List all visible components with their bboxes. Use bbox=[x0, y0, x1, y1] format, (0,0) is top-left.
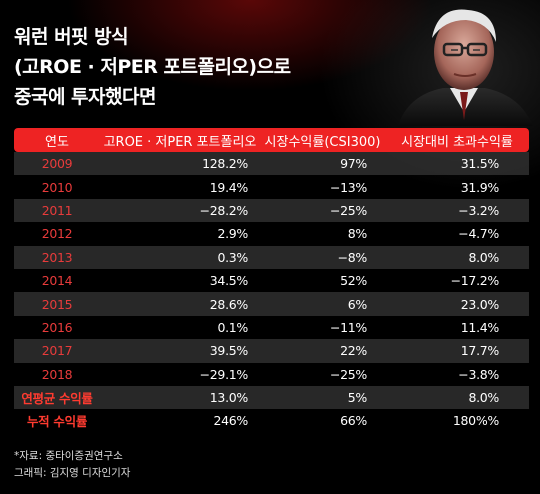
row-portfolio-return: 34.5% bbox=[209, 273, 249, 289]
headline: 워런 버핏 방식 (고ROE · 저PER 포트폴리오)으로 중국에 투자했다면 bbox=[14, 22, 374, 112]
row-market-return: 6% bbox=[347, 296, 368, 312]
table-row: 2010 19.4% −13% 31.9% bbox=[14, 175, 529, 198]
headline-line-2: (고ROE · 저PER 포트폴리오)으로 bbox=[14, 56, 291, 78]
row-market-return: −25% bbox=[329, 202, 367, 218]
row-excess-return: 23.0% bbox=[460, 296, 500, 312]
table-row: 2013 0.3% −8% 8.0% bbox=[14, 245, 529, 269]
table-row: 2015 28.6% 6% 23.0% bbox=[14, 292, 529, 316]
table-row: 2011 −28.2% −25% −3.2% bbox=[14, 198, 529, 223]
portrait-photo bbox=[398, 9, 533, 126]
table-row: 2012 2.9% 8% −4.7% bbox=[14, 222, 529, 245]
row-excess-return: 17.7% bbox=[460, 343, 500, 359]
table-row: 2017 39.5% 22% 17.7% bbox=[14, 339, 529, 363]
row-excess-return: −3.2% bbox=[458, 202, 499, 218]
row-excess-return: −17.2% bbox=[450, 273, 500, 289]
table-row: 2009 128.2% 97% 31.5% bbox=[14, 152, 529, 176]
row-excess-return: 8.0% bbox=[468, 249, 499, 265]
row-excess-return: 11.4% bbox=[460, 319, 500, 335]
row-market-return: −13% bbox=[329, 179, 367, 195]
header-year: 연도 bbox=[45, 134, 69, 150]
row-portfolio-return: −29.1% bbox=[199, 366, 249, 382]
row-portfolio-return: 19.4% bbox=[209, 179, 249, 195]
row-market-return: 8% bbox=[347, 226, 368, 242]
header-portfolio: 고ROE · 저PER 포트폴리오 bbox=[103, 134, 257, 150]
row-portfolio-return: 13.0% bbox=[209, 390, 249, 406]
row-year: 2011 bbox=[41, 202, 73, 218]
headline-line-1: 워런 버핏 방식 bbox=[14, 26, 129, 48]
footnotes: *자료: 중타이증권연구소 그래픽: 김지영 디자인기자 bbox=[14, 448, 130, 482]
returns-table: 연도 고ROE · 저PER 포트폴리오 시장수익률(CSI300) 시장대비 … bbox=[14, 128, 529, 433]
table-row: 2014 34.5% 52% −17.2% bbox=[14, 269, 529, 292]
row-label: 연평균 수익률 bbox=[21, 391, 93, 407]
row-excess-return: −3.8% bbox=[458, 366, 499, 382]
row-year: 2017 bbox=[41, 343, 73, 359]
row-market-return: 5% bbox=[347, 390, 368, 406]
row-excess-return: 8.0% bbox=[468, 390, 499, 406]
table-row: 2018 −29.1% −25% −3.8% bbox=[14, 363, 529, 386]
row-market-return: −8% bbox=[337, 249, 368, 265]
table-row-cumulative: 누적 수익률 246% 66% 180%% bbox=[14, 409, 529, 432]
row-market-return: 52% bbox=[340, 273, 367, 289]
header-excess: 시장대비 초과수익률 bbox=[401, 134, 513, 150]
graphic-credit: 그래픽: 김지영 디자인기자 bbox=[14, 467, 131, 479]
row-market-return: 66% bbox=[340, 413, 367, 429]
row-year: 2015 bbox=[41, 296, 73, 312]
row-excess-return: 31.9% bbox=[460, 179, 500, 195]
row-excess-return: 31.5% bbox=[460, 156, 500, 172]
row-portfolio-return: −28.2% bbox=[199, 202, 249, 218]
headline-line-3: 중국에 투자했다면 bbox=[14, 86, 156, 108]
row-portfolio-return: 2.9% bbox=[217, 226, 248, 242]
row-year: 2016 bbox=[41, 319, 73, 335]
table-row: 2016 0.1% −11% 11.4% bbox=[14, 316, 529, 339]
row-portfolio-return: 39.5% bbox=[209, 343, 249, 359]
row-year: 2010 bbox=[41, 179, 73, 195]
row-year: 2009 bbox=[41, 156, 73, 172]
table-header: 연도 고ROE · 저PER 포트폴리오 시장수익률(CSI300) 시장대비 … bbox=[14, 128, 529, 152]
source-note: *자료: 중타이증권연구소 bbox=[14, 450, 123, 462]
row-year: 2018 bbox=[41, 366, 73, 382]
row-excess-return: −4.7% bbox=[458, 226, 499, 242]
row-portfolio-return: 0.1% bbox=[217, 319, 248, 335]
row-portfolio-return: 0.3% bbox=[217, 249, 248, 265]
row-year: 2012 bbox=[41, 226, 73, 242]
row-excess-return: 180%% bbox=[452, 413, 499, 429]
row-label: 누적 수익률 bbox=[26, 414, 88, 430]
row-portfolio-return: 28.6% bbox=[209, 296, 249, 312]
row-portfolio-return: 128.2% bbox=[202, 156, 248, 172]
header-market: 시장수익률(CSI300) bbox=[264, 134, 381, 150]
row-market-return: −25% bbox=[329, 366, 367, 382]
table-row-annual-average: 연평균 수익률 13.0% 5% 8.0% bbox=[14, 385, 529, 410]
row-year: 2013 bbox=[41, 249, 73, 265]
row-portfolio-return: 246% bbox=[213, 413, 248, 429]
row-year: 2014 bbox=[41, 273, 73, 289]
row-market-return: 97% bbox=[340, 156, 367, 172]
row-market-return: 22% bbox=[340, 343, 367, 359]
row-market-return: −11% bbox=[329, 319, 367, 335]
